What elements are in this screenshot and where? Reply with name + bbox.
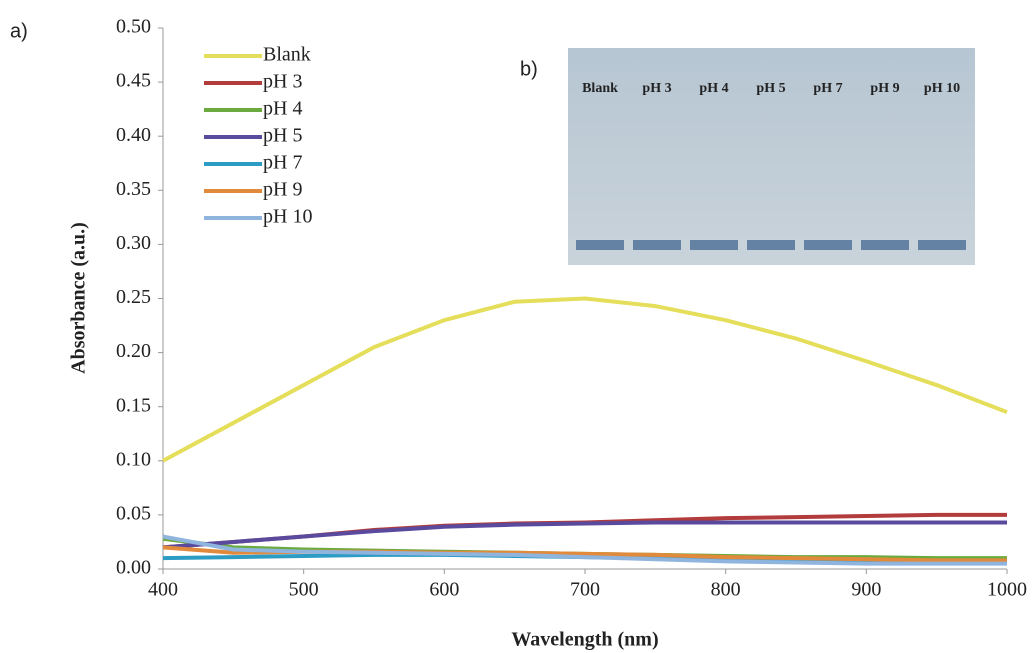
inset-label: b) — [520, 58, 538, 80]
x-tick-label: 800 — [711, 579, 741, 601]
legend-label: pH 7 — [263, 152, 302, 174]
inset-cuvette-label: pH 4 — [699, 81, 728, 96]
legend-label: pH 3 — [263, 71, 302, 93]
inset-cuvette-label: pH 10 — [924, 81, 960, 96]
x-tick-label: 900 — [851, 579, 881, 601]
inset-photo — [568, 48, 975, 265]
cuvette — [576, 240, 624, 250]
x-tick-label: 600 — [429, 579, 459, 601]
y-tick-label: 0.25 — [116, 286, 151, 308]
panel-label: a) — [10, 20, 28, 42]
y-tick-label: 0.40 — [116, 124, 151, 146]
y-tick-label: 0.30 — [116, 232, 151, 254]
series-line — [162, 520, 1007, 550]
inset-cuvette-label: pH 7 — [813, 81, 842, 96]
y-tick-label: 0.50 — [116, 16, 151, 38]
y-tick-label: 0.35 — [116, 178, 151, 200]
y-tick-label: 0.05 — [116, 502, 151, 524]
y-tick-label: 0.45 — [116, 70, 151, 92]
cuvette — [690, 240, 738, 250]
inset-cuvette-label: Blank — [582, 81, 618, 96]
legend-label: pH 4 — [263, 98, 302, 120]
cuvette — [804, 240, 852, 250]
cuvette — [861, 240, 909, 250]
legend-label: pH 9 — [263, 179, 302, 201]
y-tick-label: 0.15 — [116, 394, 151, 416]
y-tick-label: 0.00 — [116, 557, 151, 579]
series-line — [162, 296, 1008, 463]
cuvette — [747, 240, 795, 250]
x-tick-label: 500 — [289, 579, 319, 601]
x-tick-label: 400 — [148, 579, 178, 601]
x-tick-label: 700 — [570, 579, 600, 601]
inset-cuvette-label: pH 9 — [870, 81, 899, 96]
legend-label: pH 5 — [263, 125, 302, 147]
series-line — [162, 512, 1007, 550]
cuvette — [918, 240, 966, 250]
inset-cuvette-label: pH 3 — [642, 81, 671, 96]
y-tick-label: 0.10 — [116, 448, 151, 470]
x-axis-label: Wavelength (nm) — [511, 629, 658, 651]
y-tick-label: 0.20 — [116, 340, 151, 362]
series-line — [162, 534, 1007, 566]
inset-cuvette-label: pH 5 — [756, 81, 785, 96]
x-tick-label: 1000 — [987, 579, 1027, 601]
legend-label: Blank — [263, 44, 311, 66]
cuvette — [633, 240, 681, 250]
legend-label: pH 10 — [263, 206, 312, 228]
y-axis-label: Absorbance (a.u.) — [68, 222, 90, 374]
